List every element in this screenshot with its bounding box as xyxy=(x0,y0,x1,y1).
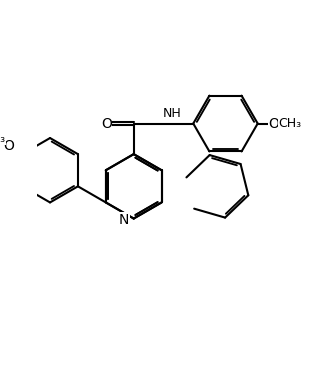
Text: NH: NH xyxy=(163,107,181,120)
Text: O: O xyxy=(101,116,112,131)
Text: N: N xyxy=(118,213,129,227)
Text: O: O xyxy=(3,139,14,153)
Text: CH₃: CH₃ xyxy=(278,117,301,130)
Text: O: O xyxy=(268,116,279,131)
Text: CH₃: CH₃ xyxy=(0,132,6,145)
